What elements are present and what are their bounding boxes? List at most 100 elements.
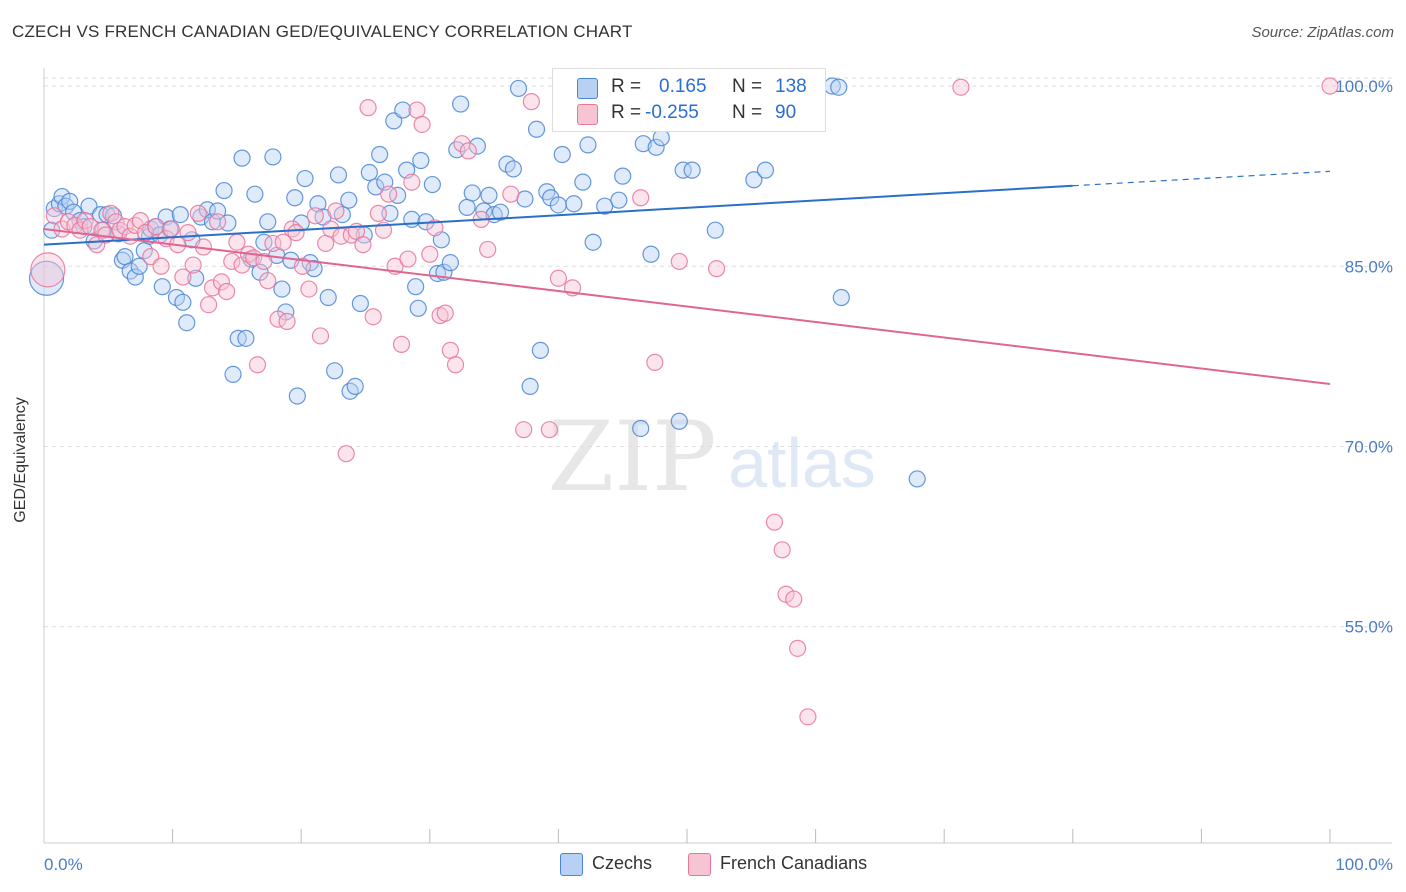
- french-canadian-point: [327, 202, 345, 220]
- czech-point: [224, 365, 242, 383]
- bottom-legend-label-czechs: Czechs: [592, 853, 653, 873]
- czech-point: [830, 78, 848, 96]
- czech-point: [360, 163, 378, 182]
- french-canadian-point: [632, 189, 650, 207]
- czech-point: [614, 167, 632, 185]
- czech-point: [553, 145, 571, 164]
- czech-point: [423, 175, 441, 194]
- czech-point: [296, 169, 314, 188]
- czech-point: [346, 377, 364, 396]
- legend-n-value: 138: [775, 76, 807, 97]
- czech-point: [683, 161, 701, 179]
- legend-n-label: N =: [732, 102, 763, 123]
- czech-point: [670, 412, 688, 430]
- french-canadian-point: [646, 353, 664, 371]
- points-layer: [28, 77, 1339, 726]
- czech-point: [341, 382, 359, 400]
- czech-point: [565, 195, 583, 213]
- french-canadian-point: [441, 341, 459, 359]
- czech-point: [504, 160, 522, 178]
- czech-point: [233, 149, 251, 167]
- y-axis-label: GED/Equivalency: [12, 397, 29, 523]
- french-canadian-point: [453, 135, 471, 153]
- french-canadian-point: [670, 252, 688, 271]
- french-canadian-point: [53, 220, 71, 238]
- y-tick-label: 100.0%: [1335, 77, 1393, 96]
- czech-point: [642, 245, 660, 263]
- french-canadian-point: [107, 213, 125, 231]
- legend-r-label: R =: [611, 76, 642, 97]
- czech-point: [237, 329, 255, 347]
- czech-point: [389, 186, 407, 204]
- french-canadian-point: [212, 273, 231, 291]
- bottom-legend-swatch-czechs: [560, 853, 583, 876]
- french-canadian-point: [184, 256, 202, 274]
- french-canadian-point: [502, 185, 520, 203]
- czech-point: [351, 294, 369, 313]
- french-canadian-point: [248, 356, 267, 374]
- czech-point: [126, 268, 144, 286]
- czech-point: [574, 173, 592, 191]
- czech-point: [61, 192, 79, 210]
- legend-r-label: R =: [611, 102, 642, 123]
- correlation-legend: R = 0.165 N = 138 R = -0.255 N = 90: [552, 68, 826, 132]
- bottom-legend-label-french-canadians: French Canadians: [720, 853, 868, 873]
- y-tick-label: 55.0%: [1345, 618, 1393, 637]
- czech-point: [130, 257, 148, 275]
- french-canadian-point: [408, 101, 426, 119]
- french-canadian-point: [436, 304, 454, 322]
- czech-point: [632, 419, 650, 438]
- czech-trend-line: [43, 184, 1073, 246]
- french-canadian-point: [200, 296, 218, 314]
- french-canadian-point: [446, 356, 465, 374]
- ticks-layer: 55.0% 70.0% 85.0% 100.0% 0.0% 100.0%: [44, 77, 1393, 874]
- french-canadian-point: [773, 541, 791, 559]
- czech-point: [652, 129, 670, 147]
- french-canadian-point: [1321, 77, 1339, 95]
- czech-point: [259, 213, 277, 231]
- czech-point: [153, 278, 171, 296]
- french-canadian-point: [364, 308, 382, 326]
- french-canadian-point: [952, 78, 970, 96]
- y-tick-label: 70.0%: [1345, 437, 1393, 456]
- french-canadian-point: [223, 252, 241, 271]
- czech-point: [509, 79, 528, 98]
- czech-point: [116, 248, 134, 266]
- french-canadian-point: [522, 93, 540, 111]
- french-canadian-point: [380, 185, 398, 203]
- czech-point: [458, 198, 476, 216]
- french-canadian-point: [203, 279, 222, 297]
- watermark: ZIP atlas: [547, 401, 876, 513]
- czech-point: [584, 233, 602, 251]
- french-canadian-point: [174, 268, 192, 286]
- czech-point: [756, 161, 775, 179]
- czech-point: [452, 95, 470, 113]
- french-canadian-point: [359, 99, 377, 117]
- french-canadian-point: [102, 204, 120, 222]
- czech-point: [340, 191, 358, 209]
- french-canadian-point: [306, 207, 324, 225]
- french-canadian-point: [403, 173, 421, 191]
- czech-point: [634, 135, 652, 153]
- french-canadian-point: [311, 327, 330, 345]
- french-canadian-point: [459, 142, 477, 160]
- legend-swatch-french-canadians: [577, 104, 598, 125]
- french-canadian-point: [189, 204, 207, 222]
- legend-n-label: N =: [732, 76, 763, 97]
- french-canadian-point: [707, 260, 726, 278]
- french-canadian-point: [426, 219, 444, 237]
- french-canadian-trend-line: [43, 228, 1331, 386]
- french-canadian-point: [799, 708, 817, 726]
- french-canadian-point: [549, 269, 568, 287]
- czech-point: [832, 288, 850, 307]
- czech-point: [908, 470, 926, 488]
- french-canadian-point: [162, 220, 180, 238]
- czech-point: [579, 136, 597, 154]
- source-label: Source: ZipAtlas.com: [1251, 24, 1394, 41]
- x-tick-label: 100.0%: [1335, 855, 1393, 874]
- french-canadian-point: [354, 236, 372, 254]
- czech-point: [480, 186, 498, 204]
- czech-point: [255, 233, 273, 251]
- french-canadian-point: [392, 335, 411, 353]
- czech-point: [527, 120, 546, 138]
